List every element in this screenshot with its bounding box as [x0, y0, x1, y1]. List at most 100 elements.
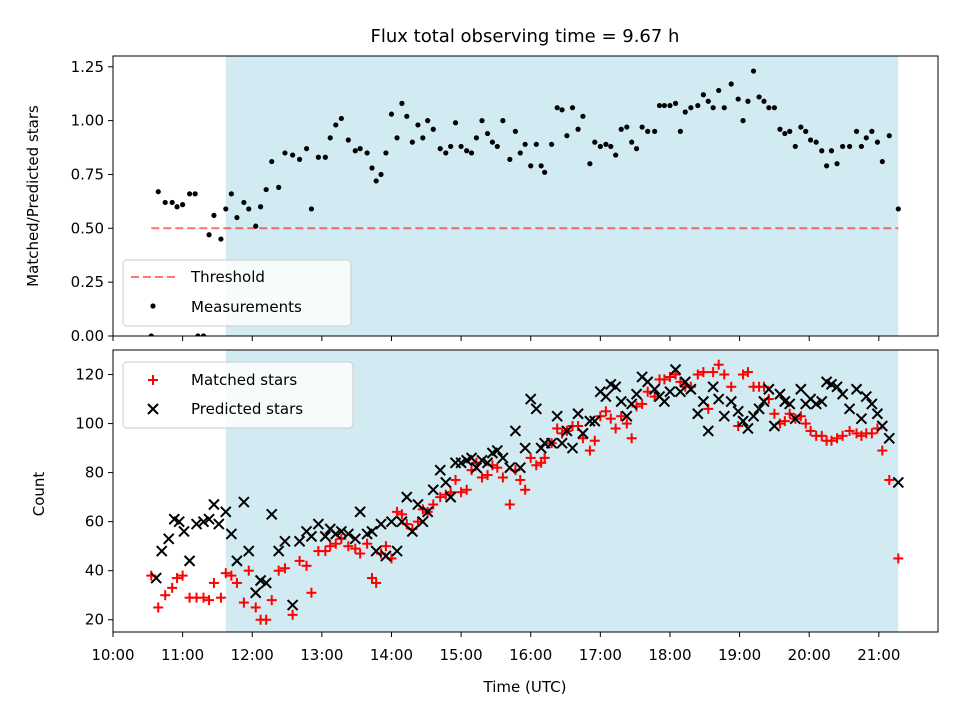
top-series0-point	[846, 143, 853, 150]
legend-series-label: Matched stars	[191, 371, 297, 389]
bottom-series1-point-b	[243, 545, 255, 557]
bottom-series1-point-b	[566, 442, 579, 454]
top-series0-point	[803, 128, 809, 134]
bottom-series1-point	[530, 403, 542, 415]
bottom-series1-point-b	[589, 415, 601, 427]
top-series0-point	[700, 92, 706, 98]
top-series0-point	[169, 199, 175, 206]
top-series0-point	[357, 146, 363, 152]
bottom-series1-point	[860, 390, 872, 403]
top-series0-point	[373, 178, 379, 184]
bottom-series1-point-b	[625, 398, 638, 410]
bottom-series0-point	[215, 592, 226, 603]
top-series0-point	[174, 204, 180, 210]
bottom-series1-point	[551, 410, 563, 422]
top-series0-point	[840, 143, 846, 150]
bottom-series1-point-b	[737, 415, 749, 427]
bottom-series0-point	[497, 472, 508, 483]
bottom-series0-point	[220, 568, 231, 579]
bottom-series1-point-b	[600, 390, 612, 403]
bottom-series1-point	[525, 393, 537, 405]
top-series0-point	[782, 130, 788, 137]
bottom-series0-point	[343, 541, 354, 552]
bottom-series1-point	[266, 508, 278, 521]
bottom-series0-point	[279, 563, 290, 574]
bottom-series0-point	[208, 577, 219, 588]
bottom-series1-point-b	[685, 383, 697, 395]
top-y-tick-label: 1.00	[71, 112, 104, 130]
bottom-series1-point	[173, 515, 185, 528]
top-series0-point	[853, 128, 860, 134]
top-series0-point	[603, 141, 609, 147]
bottom-series0-point	[153, 602, 164, 613]
top-series0-point	[580, 113, 586, 119]
top-series0-point	[290, 152, 296, 158]
bottom-series1-point-b	[203, 513, 215, 525]
chart-title: Flux total observing time = 9.67 h	[371, 26, 680, 47]
top-series0-point	[303, 146, 310, 152]
top-series0-point	[656, 102, 663, 109]
bottom-series1-point	[669, 363, 682, 376]
bottom-series1-point-b	[514, 461, 526, 474]
bottom-series1-point	[162, 533, 175, 545]
bottom-series1-point	[385, 515, 398, 528]
top-series0-point	[276, 184, 282, 190]
top-series0-point	[394, 135, 400, 141]
bottom-series1-point	[412, 498, 424, 511]
top-series0-point	[618, 126, 624, 132]
top-series0-point	[798, 124, 804, 130]
bottom-y-axis-label: Count	[30, 472, 48, 517]
bottom-series1-point	[561, 425, 573, 437]
bottom-series1-point-b	[784, 398, 796, 410]
bottom-series0-point	[769, 408, 780, 419]
bottom-series0-point	[412, 516, 423, 527]
bottom-series1-point	[615, 395, 627, 408]
bottom-series0-point	[482, 470, 493, 481]
bottom-series0-point	[396, 509, 407, 520]
top-legend-box	[122, 259, 352, 327]
bottom-series0-point	[866, 428, 877, 439]
top-series0-point	[792, 143, 798, 150]
top-series0-point	[512, 128, 519, 134]
bottom-series1-point	[272, 545, 285, 557]
bottom-series1-point-b	[609, 381, 622, 393]
bottom-series1-point-b	[725, 395, 737, 408]
top-series0-point	[874, 139, 881, 145]
bottom-series1-point-b	[641, 376, 654, 388]
bottom-series0-point	[456, 487, 467, 498]
bottom-series0-point	[330, 538, 341, 549]
bottom-series1-point	[850, 383, 863, 395]
top-series0-point	[522, 141, 528, 147]
bottom-series0-point	[450, 474, 461, 485]
top-series0-point	[500, 118, 506, 124]
bottom-series1-point	[789, 412, 801, 425]
top-series0-point	[587, 161, 593, 167]
top-series0-point	[777, 126, 783, 132]
bottom-series1-point	[577, 427, 589, 440]
bottom-series0-point	[626, 433, 637, 444]
top-series0-point	[425, 118, 431, 124]
bottom-series0-point	[160, 590, 171, 601]
top-series0-point	[858, 143, 865, 150]
bottom-series0-point	[435, 492, 446, 503]
bottom-series1-point-b	[220, 506, 232, 518]
top-series0-point	[464, 148, 470, 154]
bottom-series1-point-b	[324, 523, 336, 535]
top-series0-point	[378, 171, 384, 178]
bottom-series1-point	[784, 398, 796, 410]
bottom-series0-point	[350, 543, 361, 554]
bottom-series1-point	[497, 452, 509, 464]
bottom-series1-point-b	[535, 442, 547, 454]
top-series0-point	[507, 156, 513, 162]
bottom-series1-point-b	[380, 550, 392, 562]
top-series0-point	[308, 206, 315, 212]
bottom-series1-point-b	[768, 420, 781, 432]
bottom-series1-point-b	[366, 525, 378, 538]
top-series0-point	[206, 232, 212, 238]
top-series0-point	[533, 141, 539, 147]
top-series0-point	[639, 124, 645, 130]
bottom-series0-point	[779, 416, 790, 427]
bottom-series1-point	[855, 412, 868, 425]
bottom-series1-point-b	[669, 363, 682, 376]
top-series0-point	[269, 158, 275, 165]
